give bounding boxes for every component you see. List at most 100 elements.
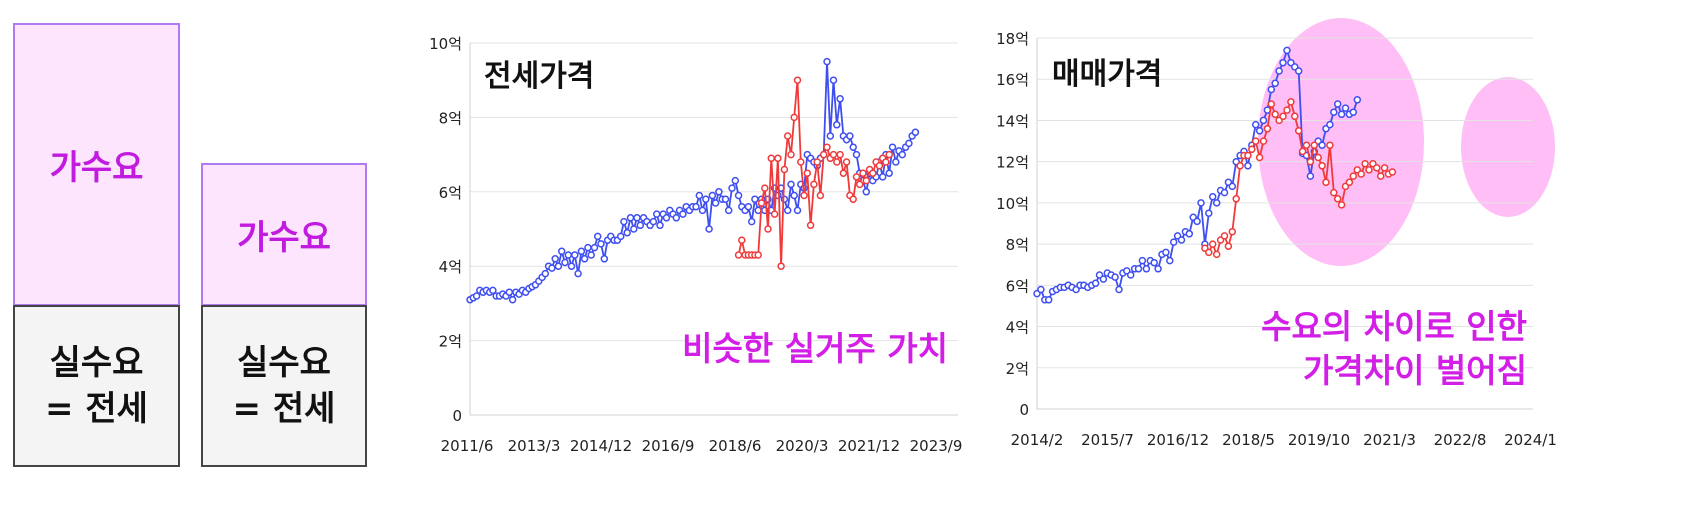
sale-y-tick-label: 14억: [996, 112, 1029, 130]
sale-series-1-point: [1279, 112, 1287, 121]
jeonse-series-1-point: [797, 158, 805, 166]
jeonse-series-0-point: [623, 228, 631, 237]
jeonse-series-1-point: [780, 165, 789, 174]
jeonse-series-0-point: [593, 232, 602, 241]
jeonse-series-1-point: [849, 195, 857, 203]
sale-series-0-point: [1099, 275, 1108, 283]
jeonse-series-1-point: [787, 150, 795, 159]
sale-y-tick-label: 12억: [996, 154, 1029, 172]
bar2-real-demand-sublabel: = 전세: [232, 389, 336, 429]
sale-series-0-point: [1330, 108, 1338, 116]
sale-x-tick-label: 2021/3: [1363, 431, 1416, 449]
sale-series-1-point: [1244, 151, 1252, 160]
jeonse-series-0-point: [878, 173, 887, 181]
jeonse-series-0-point: [649, 217, 658, 226]
jeonse-series-1-point: [761, 184, 769, 192]
sale-x-tick-label: 2014/2: [1011, 431, 1064, 449]
jeonse-series-1-point: [800, 191, 808, 200]
sale-series-0-point: [1197, 199, 1205, 207]
sale-series-0-point: [1150, 258, 1158, 267]
bar2-fake-demand: 가수요: [201, 163, 367, 306]
jeonse-series-0-point: [744, 202, 753, 211]
jeonse-series-1-point: [816, 191, 825, 200]
jeonse-series-0-point: [731, 176, 740, 185]
sale-series-1-point: [1283, 106, 1291, 114]
sale-series-0-point: [1244, 162, 1252, 170]
jeonse-series-1-point: [855, 180, 864, 189]
jeonse-series-0-point: [489, 286, 497, 295]
sale-series-0-point: [1228, 182, 1237, 191]
jeonse-series-1-point: [754, 251, 762, 259]
jeonse-series-0-point: [846, 132, 854, 140]
jeonse-series-0-point: [597, 240, 605, 248]
sale-series-0-point: [1271, 79, 1279, 88]
jeonse-series-0-point: [620, 217, 628, 226]
sale-series-1-point: [1357, 170, 1365, 178]
jeonse-series-0-point: [724, 206, 733, 215]
sale-series-0-point: [1185, 230, 1194, 238]
jeonse-y-tick-label: 8억: [439, 109, 462, 127]
sale-series-1-point: [1291, 112, 1299, 121]
sale-series-0-point: [1333, 100, 1342, 108]
jeonse-series-0-point: [905, 139, 913, 148]
jeonse-series-0-point: [557, 247, 566, 256]
jeonse-series-0-point: [829, 76, 838, 84]
sale-y-tick-label: 4억: [1006, 319, 1029, 337]
jeonse-series-0-point: [787, 180, 795, 189]
jeonse-series-0-point: [823, 57, 831, 66]
sale-y-tick-label: 10억: [996, 195, 1029, 213]
jeonse-x-tick-label: 2021/12: [838, 437, 900, 455]
sale-series-0-point: [1169, 238, 1178, 246]
jeonse-series-0-point: [554, 262, 563, 270]
jeonse-series-0-point: [702, 195, 710, 203]
sale-series-0-point: [1044, 296, 1053, 304]
jeonse-series-0-point: [692, 202, 700, 211]
sale-highlight-ellipse-1: [1461, 77, 1555, 217]
jeonse-series-1-point: [833, 158, 841, 166]
sale-highlight-ellipse-0: [1258, 18, 1424, 266]
jeonse-series-0-point: [862, 188, 871, 196]
jeonse-series-1-point: [862, 176, 871, 185]
sale-series-0-point: [1091, 279, 1100, 288]
sale-x-tick-label: 2019/10: [1288, 431, 1350, 449]
jeonse-series-0-point: [734, 191, 743, 200]
sale-series-0-point: [1037, 285, 1045, 294]
sale-series-1-point: [1248, 145, 1256, 154]
sale-series-1-point: [1220, 232, 1229, 240]
jeonse-series-0-point: [472, 292, 481, 300]
sale-series-1-point: [1388, 168, 1397, 176]
sale-series-0-point: [1259, 116, 1268, 125]
sale-y-tick-label: 6억: [1006, 277, 1029, 295]
sale-series-0-point: [1162, 248, 1170, 257]
sale-series-0-point: [1115, 285, 1123, 294]
sale-y-tick-label: 8억: [1006, 236, 1029, 254]
bar1-real-demand-label: 실수요: [49, 343, 144, 383]
jeonse-series-0-point: [616, 232, 625, 241]
jeonse-series-0-point: [898, 150, 907, 159]
jeonse-series-0-point: [541, 269, 550, 278]
jeonse-series-1-point: [774, 154, 782, 163]
sale-series-0-point: [1154, 265, 1162, 273]
sale-series-1-point: [1205, 248, 1213, 257]
sale-series-1-point: [1251, 137, 1260, 145]
jeonse-x-tick-label: 2013/3: [508, 437, 561, 455]
sale-series-1-point: [1259, 137, 1268, 145]
jeonse-series-0-point: [715, 188, 723, 196]
jeonse-series-1-point: [757, 199, 766, 207]
sale-series-1-point: [1232, 195, 1240, 203]
sale-series-1-point: [1212, 250, 1221, 259]
sale-series-0-point: [1138, 256, 1147, 265]
sale-series-0-point: [1212, 199, 1221, 207]
jeonse-series-1-point: [813, 158, 821, 166]
jeonse-series-0-point: [849, 143, 857, 151]
sale-x-tick-label: 2022/8: [1434, 431, 1487, 449]
jeonse-series-0-point: [656, 221, 664, 230]
sale-series-1-point: [1345, 178, 1354, 187]
jeonse-series-0-point: [662, 214, 671, 222]
jeonse-series-0-point: [911, 128, 920, 137]
jeonse-series-0-point: [747, 217, 756, 226]
sale-series-1-point: [1263, 124, 1272, 133]
jeonse-series-1-point: [859, 169, 867, 177]
sale-series-0-point: [1337, 110, 1346, 119]
jeonse-series-0-point: [587, 251, 595, 259]
